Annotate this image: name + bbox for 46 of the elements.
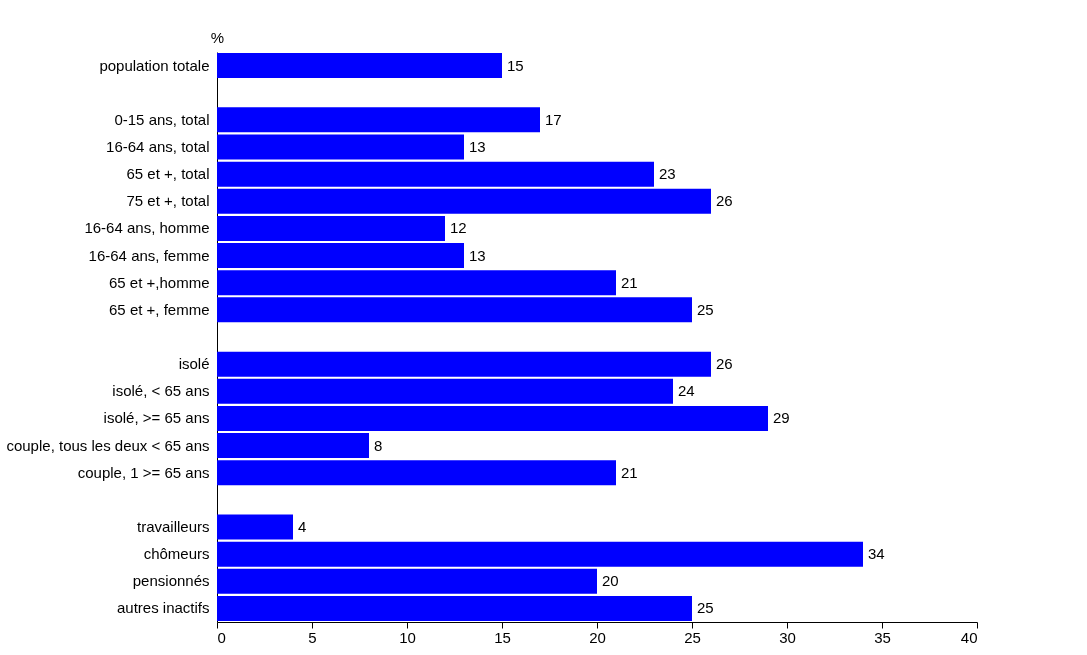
data-label: 25 (697, 599, 714, 617)
y-tick-label: 16-64 ans, total (106, 138, 210, 155)
y-tick-label: 65 et +, femme (109, 300, 210, 318)
y-tick-label: couple, 1 >= 65 ans (77, 463, 210, 481)
y-tick-label: travailleurs (136, 518, 210, 535)
y-tick-label: 65 et +,homme (109, 273, 210, 291)
x-tick-label: 5 (308, 628, 317, 646)
data-label: 13 (469, 138, 486, 155)
data-label: 24 (678, 382, 695, 400)
x-tick-label: 0 (217, 628, 226, 646)
data-label: 4 (298, 518, 307, 535)
x-tick-label: 15 (494, 628, 511, 646)
data-label: 29 (773, 409, 790, 427)
y-tick-label: 16-64 ans, homme (84, 219, 210, 237)
y-tick-label: 16-64 ans, femme (88, 246, 210, 264)
x-axis-title: % (210, 28, 225, 46)
y-tick-label: isolé, < 65 ans (112, 382, 210, 400)
y-tick-label: autres inactifs (116, 599, 210, 617)
y-tick-label: chômeurs (143, 545, 210, 563)
x-tick-label: 35 (874, 628, 891, 646)
y-tick-label: isolé, >= 65 ans (103, 409, 210, 427)
y-tick-label: couple, tous les deux < 65 ans (6, 436, 210, 454)
data-label: 21 (621, 273, 638, 291)
data-label: 26 (716, 355, 733, 373)
y-tick-label: isolé (178, 355, 210, 373)
y-tick-label: 65 et +, total (126, 165, 210, 183)
data-label: 21 (621, 463, 638, 481)
data-label: 15 (507, 56, 524, 74)
y-tick-label: 0-15 ans, total (114, 110, 210, 128)
data-label: 17 (545, 110, 562, 128)
y-tick-label: population totale (99, 56, 210, 74)
data-label: 26 (716, 192, 733, 210)
data-label: 8 (374, 436, 383, 454)
data-label: 20 (602, 572, 619, 590)
data-label: 25 (697, 300, 714, 318)
y-tick-label: pensionnés (132, 572, 210, 590)
x-tick-label: 25 (684, 628, 701, 646)
x-tick-label: 30 (779, 628, 796, 646)
x-tick-label: 10 (399, 628, 416, 646)
x-tick-label: 20 (589, 628, 606, 646)
data-label: 13 (469, 246, 486, 264)
x-tick-label: 40 (960, 628, 978, 646)
data-label: 34 (868, 545, 885, 563)
y-tick-label: 75 et +, total (126, 192, 210, 210)
data-label: 12 (450, 219, 467, 237)
data-label: 23 (659, 165, 676, 183)
